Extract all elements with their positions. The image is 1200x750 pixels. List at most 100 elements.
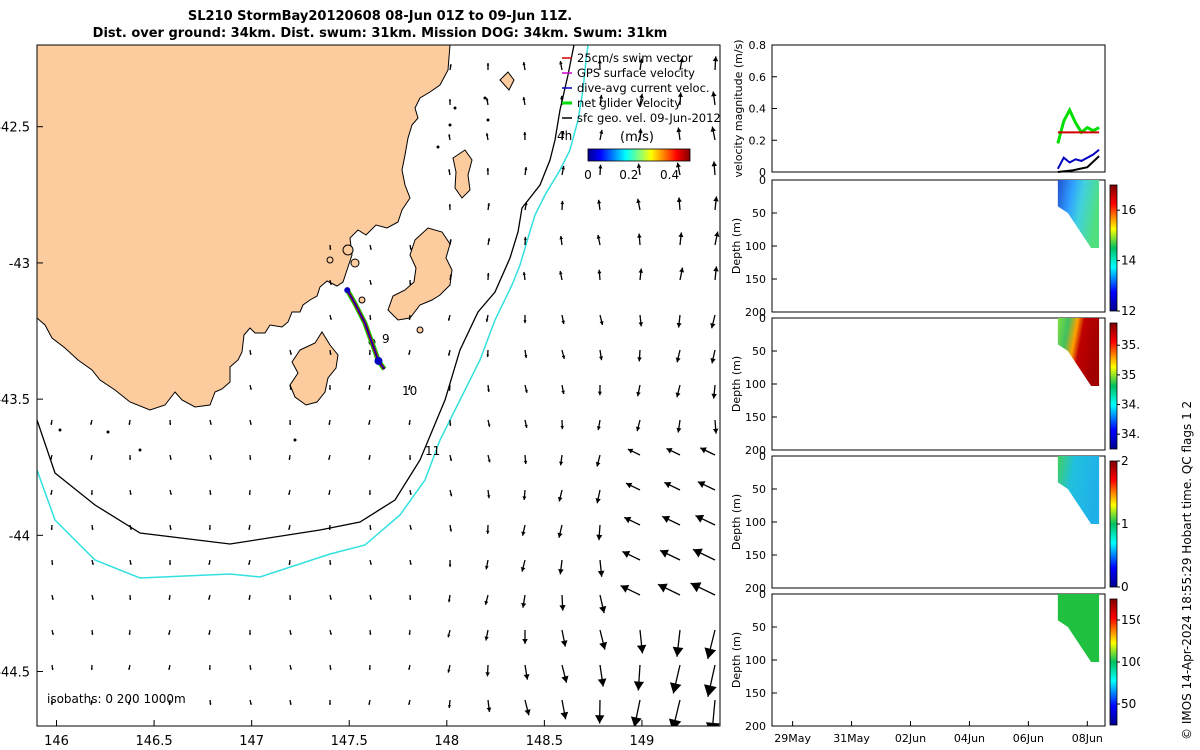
vector-arrowhead bbox=[328, 388, 331, 390]
y-tick-label: 0 bbox=[759, 166, 766, 179]
vector-arrowhead bbox=[523, 320, 527, 324]
y-tick-label: 0.4 bbox=[749, 103, 767, 116]
isobath-200m bbox=[37, 45, 575, 545]
vector-arrowhead bbox=[208, 597, 211, 600]
vector-arrowhead bbox=[524, 167, 528, 171]
vector-arrowhead bbox=[448, 134, 451, 137]
vector-arrowhead bbox=[712, 428, 719, 434]
colorbar bbox=[587, 148, 691, 162]
vector-arrowhead bbox=[368, 387, 371, 390]
vector-arrowhead bbox=[91, 562, 94, 565]
vector-arrowhead bbox=[409, 493, 412, 495]
y-tick-label: -43 bbox=[9, 257, 30, 272]
vector-arrowhead bbox=[448, 169, 451, 172]
vector-arrowhead bbox=[449, 239, 452, 242]
vector-arrowhead bbox=[630, 716, 642, 726]
cbar-tick-label: 0 bbox=[1121, 580, 1129, 594]
vector-arrowhead bbox=[523, 460, 528, 465]
vector-arrowhead bbox=[368, 422, 371, 425]
vector-arrowhead bbox=[599, 605, 607, 614]
cbar-tick-label: 35.2 bbox=[1121, 338, 1140, 352]
vector-arrowhead bbox=[368, 702, 371, 705]
vector-arrowhead bbox=[714, 231, 720, 237]
vector-arrowhead bbox=[522, 62, 526, 66]
vector-arrowhead bbox=[408, 667, 411, 670]
velocity-series bbox=[1056, 106, 1100, 144]
track-label: 11 bbox=[425, 444, 440, 458]
vector-arrowhead bbox=[448, 99, 452, 102]
y-tick-label: 200 bbox=[745, 444, 766, 457]
vector-arrowhead bbox=[679, 57, 685, 63]
vector-arrowhead bbox=[692, 548, 703, 558]
vector-arrowhead bbox=[620, 585, 630, 593]
velocity-axes bbox=[771, 44, 1106, 173]
vector-arrowhead bbox=[561, 130, 565, 135]
profile-axes bbox=[771, 317, 1106, 451]
y-tick-label: 100 bbox=[745, 654, 766, 667]
vector-arrowhead bbox=[597, 678, 607, 687]
vector-arrowhead bbox=[626, 482, 633, 489]
vector-arrowhead bbox=[596, 534, 603, 541]
vector-arrowhead bbox=[169, 457, 172, 460]
vector-arrowhead bbox=[657, 583, 668, 593]
y-tick-label: 200 bbox=[745, 720, 766, 733]
vector-arrowhead bbox=[484, 600, 489, 605]
vector-arrowhead bbox=[90, 702, 93, 705]
profile-colorbar bbox=[1109, 598, 1118, 726]
vector-arrowhead bbox=[447, 669, 451, 673]
vector-arrowhead bbox=[369, 318, 372, 320]
vector-arrowhead bbox=[710, 126, 716, 132]
vector-arrowhead bbox=[90, 493, 93, 495]
vector-arrowhead bbox=[409, 562, 412, 565]
vector-arrowhead bbox=[329, 353, 332, 355]
cbar-tick-label: 35 bbox=[1121, 368, 1136, 382]
vector-arrowhead bbox=[559, 461, 564, 466]
vector-arrowhead bbox=[129, 598, 132, 600]
vector-arrowhead bbox=[248, 598, 251, 600]
y-tick-label: 50 bbox=[752, 483, 766, 496]
y-tick-label: 50 bbox=[752, 207, 766, 220]
vector-arrowhead bbox=[449, 64, 452, 67]
vector-arrowhead bbox=[597, 570, 605, 577]
vector-arrowhead bbox=[522, 97, 526, 101]
vector-arrowhead bbox=[598, 94, 604, 99]
vector-arrowhead bbox=[129, 458, 132, 460]
y-tick-label: 200 bbox=[745, 306, 766, 319]
legend-entry: sfc geo. vel. 09-Jun-2012 bbox=[577, 111, 721, 125]
geostrophic-vector-field bbox=[50, 56, 720, 726]
y-tick-label: 100 bbox=[745, 378, 766, 391]
vector-arrowhead bbox=[369, 597, 372, 600]
vector-arrowhead bbox=[705, 722, 720, 726]
vector-arrowhead bbox=[677, 92, 683, 97]
profile-axes bbox=[771, 179, 1106, 313]
vector-arrowhead bbox=[129, 527, 132, 530]
y-tick-label: 100 bbox=[745, 240, 766, 253]
tasmania-land bbox=[37, 45, 451, 411]
vector-arrowhead bbox=[288, 458, 291, 460]
profile-section bbox=[1057, 594, 1100, 662]
vector-arrowhead bbox=[487, 459, 491, 463]
vector-arrowhead bbox=[487, 424, 491, 427]
vector-arrowhead bbox=[409, 247, 412, 250]
vector-arrowhead bbox=[712, 56, 719, 62]
vector-arrowhead bbox=[485, 133, 489, 136]
chart-title-line-2: Dist. over ground: 34km. Dist. swum: 31k… bbox=[92, 26, 668, 41]
vector-arrowhead bbox=[248, 493, 251, 495]
vector-arrowhead bbox=[168, 667, 171, 670]
chart-title-line-1: SL210 StormBay20120608 08-Jun 01Z to 09-… bbox=[187, 9, 573, 24]
vector-arrowhead bbox=[560, 95, 564, 100]
vector-arrowhead bbox=[627, 448, 634, 454]
profile-axes bbox=[771, 455, 1106, 589]
vector-arrowhead bbox=[486, 354, 490, 357]
vector-arrowhead bbox=[169, 563, 172, 565]
vector-arrowhead bbox=[409, 458, 412, 460]
vector-arrowhead bbox=[448, 388, 451, 391]
vector-arrowhead bbox=[449, 274, 452, 277]
vector-arrowhead bbox=[561, 355, 566, 359]
vector-arrowhead bbox=[711, 161, 717, 167]
vector-arrowhead bbox=[485, 98, 489, 101]
vector-arrowhead bbox=[369, 282, 372, 285]
y-tick-label: 150 bbox=[745, 549, 766, 562]
vector-arrowhead bbox=[639, 93, 644, 99]
